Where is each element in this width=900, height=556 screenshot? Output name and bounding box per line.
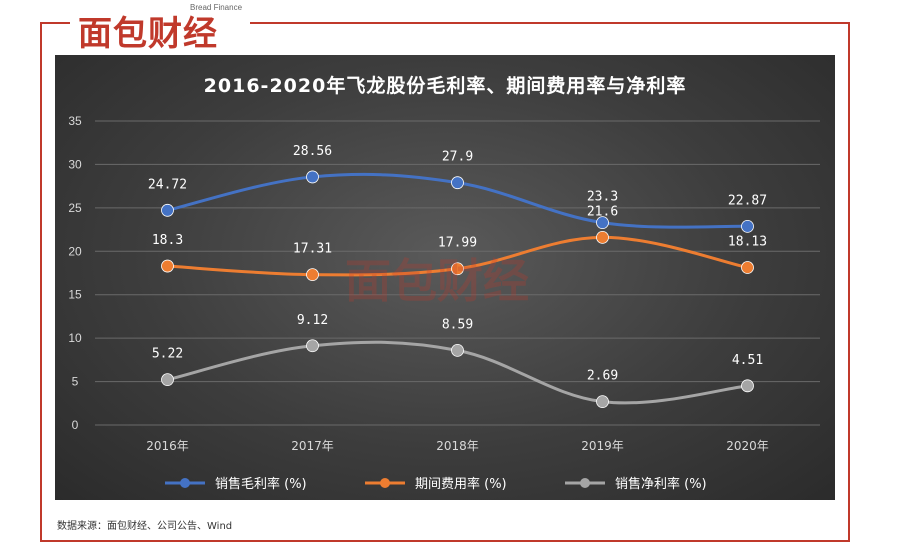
y-tick-label: 15: [68, 288, 82, 302]
frame-bottom: [40, 540, 850, 542]
legend-label: 销售毛利率 (%): [215, 476, 307, 492]
legend-label: 销售净利率 (%): [615, 476, 707, 492]
legend-swatch-marker: [580, 478, 590, 488]
data-point: [596, 216, 609, 230]
data-label: 17.99: [438, 236, 477, 251]
x-tick-label: 2017年: [291, 439, 334, 453]
data-point: [741, 219, 754, 233]
frame-left: [40, 22, 42, 542]
data-label: 18.13: [728, 235, 767, 250]
x-tick-label: 2020年: [726, 439, 769, 453]
data-label: 22.87: [728, 193, 767, 208]
data-point: [161, 203, 174, 217]
legend-label: 期间费用率 (%): [415, 476, 507, 492]
chart-title: 2016-2020年飞龙股份毛利率、期间费用率与净利率: [203, 75, 687, 97]
data-label: 21.6: [587, 204, 618, 219]
y-tick-label: 25: [68, 201, 82, 215]
data-label: 9.12: [297, 313, 328, 328]
brand-subtitle: Bread Finance: [190, 3, 243, 12]
data-point: [306, 268, 319, 282]
brand-logo: 面包财经: [78, 14, 218, 54]
data-source: 数据来源：面包财经、公司公告、Wind: [57, 521, 233, 532]
data-point: [451, 262, 464, 276]
data-point: [596, 395, 609, 409]
data-point: [451, 343, 464, 357]
y-tick-label: 30: [68, 157, 82, 171]
watermark-logo: 面包财经: [345, 254, 529, 308]
data-label: 28.56: [293, 144, 332, 159]
data-point: [306, 339, 319, 353]
logo-area: [70, 2, 250, 48]
y-tick-label: 20: [68, 244, 82, 258]
frame-top: [40, 22, 850, 24]
data-label: 5.22: [152, 347, 183, 362]
data-point: [306, 170, 319, 184]
data-label: 23.3: [587, 190, 618, 205]
data-point: [741, 261, 754, 274]
x-tick-label: 2016年: [146, 439, 189, 453]
data-point: [451, 176, 464, 190]
x-tick-label: 2018年: [436, 439, 479, 453]
data-point: [161, 373, 174, 387]
data-label: 2.69: [587, 369, 618, 384]
y-tick-label: 10: [68, 331, 82, 345]
legend-swatch-marker: [380, 478, 390, 488]
data-point: [596, 230, 609, 244]
y-tick-label: 5: [72, 375, 79, 389]
y-tick-label: 0: [72, 418, 79, 432]
data-point: [741, 379, 754, 393]
data-label: 4.51: [732, 353, 763, 368]
data-label: 17.31: [293, 242, 332, 257]
line-chart: 0 5 10 15 20 25 30 35 2016年 2017年 2018年 2019年 2020年 2…: [68, 114, 820, 492]
chart-panel: 2016-2020年飞龙股份毛利率、期间费用率与净利率 0 5 10 15 20 25 30…: [55, 55, 835, 500]
data-label: 27.9: [442, 150, 473, 165]
data-label: 24.72: [148, 177, 187, 192]
data-label: 8.59: [442, 317, 473, 332]
y-tick-label: 35: [68, 114, 82, 128]
frame-right: [848, 22, 850, 542]
data-label: 18.3: [152, 233, 183, 248]
data-point: [161, 259, 174, 273]
x-tick-label: 2019年: [581, 439, 624, 453]
legend-swatch-marker: [180, 478, 190, 488]
